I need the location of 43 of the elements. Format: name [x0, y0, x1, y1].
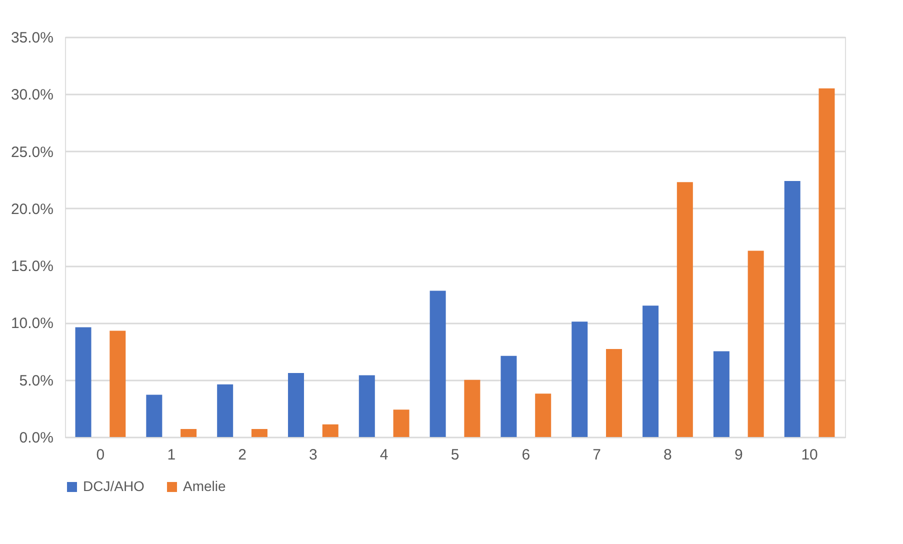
bar: [642, 306, 659, 437]
x-tick-label: 4: [380, 446, 388, 464]
bar: [288, 373, 304, 437]
y-tick-label: 0.0%: [19, 430, 54, 446]
bar: [393, 410, 410, 437]
y-tick-label: 10.0%: [10, 315, 54, 332]
bar: [75, 327, 92, 437]
bar: [818, 88, 835, 437]
x-tick-label: 6: [522, 446, 530, 464]
bar: [430, 290, 446, 437]
bar: [251, 429, 268, 437]
y-tick-label: 5.0%: [19, 372, 54, 390]
bar: [784, 181, 800, 437]
bar: [606, 349, 622, 437]
y-tick-label: 25.0%: [10, 144, 54, 161]
bar: [713, 351, 730, 437]
y-tick-label: 30.0%: [10, 86, 54, 104]
x-tick-label: 1: [167, 446, 176, 464]
bar: [110, 330, 126, 437]
bar: [535, 394, 552, 437]
bar: [217, 384, 234, 437]
bar: [572, 322, 588, 437]
y-tick-label: 35.0%: [10, 30, 54, 46]
bar: [748, 250, 764, 437]
x-tick-label: 8: [664, 446, 672, 464]
bar: [180, 429, 197, 437]
y-tick-label: 15.0%: [10, 258, 54, 276]
x-tick-label: 9: [734, 446, 743, 464]
bar: [500, 356, 517, 437]
x-tick-label: 7: [592, 446, 601, 464]
x-tick-label: 0: [96, 446, 105, 464]
y-tick-label: 20.0%: [10, 200, 54, 218]
x-tick-label: 10: [801, 446, 818, 464]
x-tick-label: 2: [238, 446, 246, 464]
bar: [358, 375, 375, 437]
bar: [322, 424, 338, 437]
x-tick-label: 5: [450, 446, 460, 464]
bar: [464, 380, 480, 437]
bar: [676, 182, 693, 437]
legend-label: DCJ/AHO: [83, 478, 145, 494]
bar: [146, 394, 162, 437]
legend-label: Amelie: [183, 478, 226, 494]
x-tick-label: 3: [309, 446, 318, 464]
